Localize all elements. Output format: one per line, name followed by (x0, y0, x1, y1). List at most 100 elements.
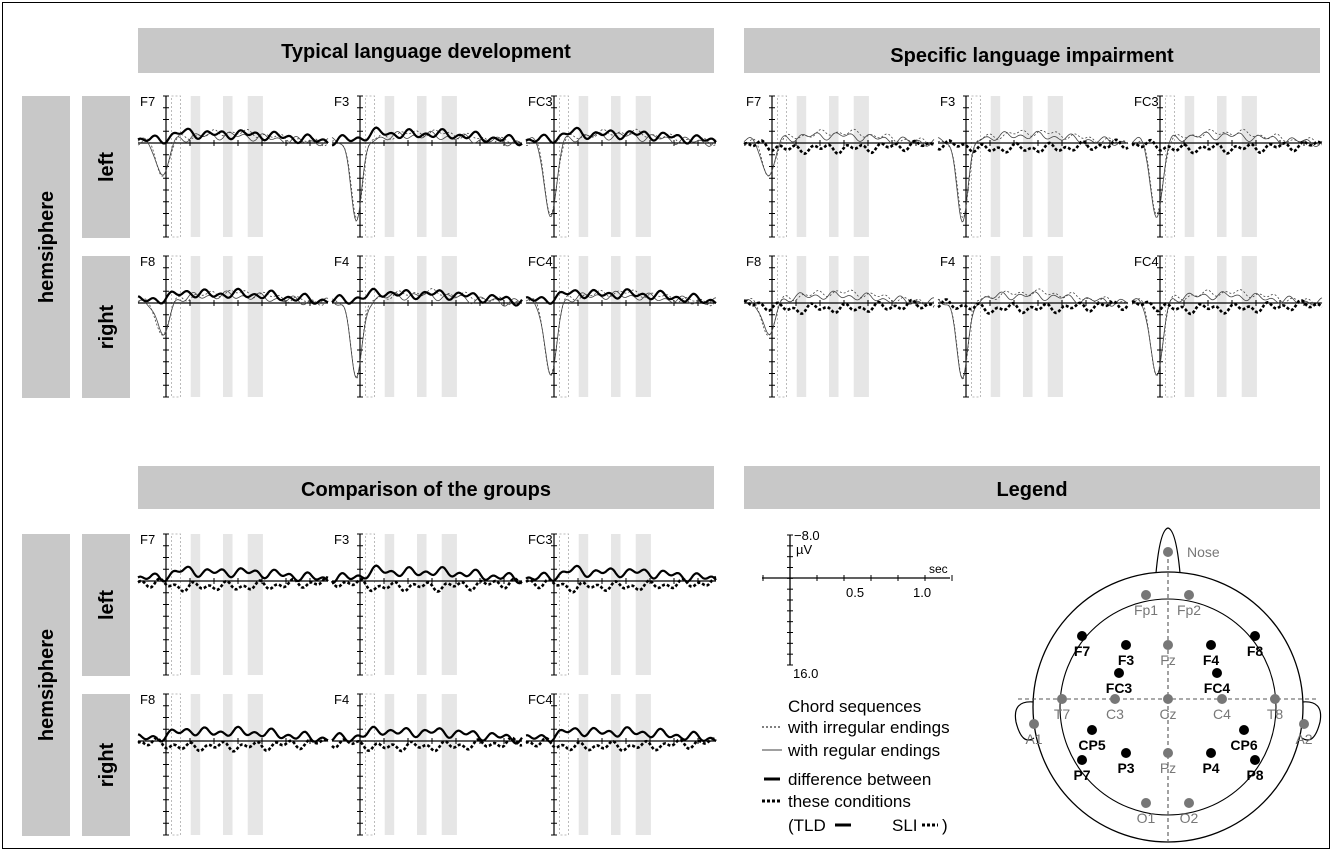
electrode-label-p4: P4 (1202, 760, 1219, 776)
wave-irregular (525, 289, 717, 375)
legend-groups-close: ) (942, 816, 948, 835)
electrode-label: F7 (140, 94, 155, 109)
early-window (1165, 255, 1175, 398)
electrode-c3 (1110, 694, 1120, 704)
time-window (247, 256, 263, 397)
electrode-label-o1: O1 (1137, 810, 1156, 826)
time-window (441, 96, 457, 237)
time-window (223, 534, 233, 675)
electrode-a1 (1029, 719, 1039, 729)
electrode-fp2 (1184, 590, 1194, 600)
wave-difference-tld (137, 725, 329, 743)
erp-cell-sli-f8: F8 (743, 254, 935, 398)
erp-cell-tld-fc3: FC3 (525, 94, 717, 238)
electrode-p7 (1077, 755, 1087, 765)
wave-regular (137, 290, 329, 336)
wave-regular (137, 131, 329, 176)
electrode-label-f4: F4 (1203, 652, 1220, 668)
wave-difference-tld (331, 126, 523, 147)
wave-difference-sli (743, 298, 935, 315)
nose-label: Nose (1187, 544, 1220, 560)
electrode-f8 (1250, 631, 1260, 641)
electrode-p4 (1206, 748, 1216, 758)
early-window (777, 95, 787, 238)
left-label-top: left (96, 152, 118, 182)
time-window (1241, 96, 1257, 237)
wave-regular (937, 130, 1129, 223)
ear-right (1301, 701, 1322, 741)
wave-difference-tld (525, 126, 717, 145)
axis-key-xunit: sec (929, 562, 948, 576)
electrode-label: F4 (334, 692, 349, 707)
wave-regular (1131, 291, 1323, 376)
time-window (190, 694, 201, 835)
wave-difference-tld (331, 287, 523, 307)
erp-cell-cmp-f3: F3 (330, 532, 523, 676)
wave-difference-sli (137, 736, 329, 753)
erp-cell-sli-fc3: FC3 (1131, 94, 1323, 238)
early-window (559, 533, 569, 676)
erp-cell-cmp-f7: F7 (137, 532, 329, 676)
erp-cell-sli-f3: F3 (937, 94, 1129, 238)
electrode-t7 (1057, 694, 1067, 704)
time-window (190, 96, 201, 237)
time-window (611, 96, 621, 237)
wave-irregular (1131, 289, 1323, 376)
electrode-label: FC3 (528, 532, 553, 547)
wave-regular (1131, 131, 1323, 218)
early-window (559, 95, 569, 238)
header-tld-title: Typical language development (281, 41, 571, 63)
electrode-label-fp1: Fp1 (1134, 602, 1158, 618)
hemisphere-label-bottom: hemsiphere (36, 629, 58, 741)
time-window (1184, 256, 1195, 397)
nose-electrode (1163, 547, 1173, 557)
time-window (384, 96, 395, 237)
electrode-label-fp2: Fp2 (1177, 602, 1201, 618)
time-window (441, 694, 457, 835)
axis-key-yunit: µV (796, 542, 812, 557)
early-window (971, 255, 981, 398)
erp-cell-tld-f8: F8 (137, 254, 329, 398)
wave-regular (525, 132, 717, 218)
wave-difference-sli (525, 736, 717, 753)
time-window (611, 694, 621, 835)
wave-difference-sli (937, 138, 1129, 154)
wave-difference-sli (1131, 298, 1323, 316)
wave-difference-sli (137, 576, 329, 593)
electrode-p3 (1121, 748, 1131, 758)
axis-key-x2: 1.0 (913, 585, 931, 600)
electrode-fp1 (1141, 590, 1151, 600)
time-window (829, 256, 839, 397)
time-window (990, 256, 1001, 397)
time-window (1184, 96, 1195, 237)
wave-difference-tld (525, 726, 717, 743)
time-window (190, 256, 201, 397)
right-label-bottom: right (96, 742, 118, 787)
time-window (417, 694, 427, 835)
wave-irregular (331, 129, 523, 220)
electrode-label-p3: P3 (1117, 760, 1134, 776)
time-window (223, 256, 233, 397)
legend-irregular: with irregular endings (787, 718, 950, 737)
early-window (777, 255, 787, 398)
wave-irregular (743, 128, 935, 177)
time-window (384, 694, 395, 835)
ear-left (1014, 701, 1035, 741)
time-window (223, 694, 233, 835)
side-hemisphere-bottom: hemsiphere (22, 534, 70, 836)
time-window (223, 96, 233, 237)
legend-text: Chord sequences with irregular endings w… (762, 697, 950, 835)
electrode-label-c3: C3 (1106, 706, 1124, 722)
electrode-head-map: Fp1 Fp2 Fz T7 C3 Cz C4 T8 A1 A2 Pz O1 O2 F7 F3 F4 F8 FC3 F… (1014, 527, 1322, 843)
early-window (971, 95, 981, 238)
electrode-label-a1: A1 (1025, 731, 1042, 747)
time-window (384, 256, 395, 397)
electrode-fc4 (1212, 668, 1222, 678)
early-window (171, 693, 181, 836)
early-window (365, 533, 375, 676)
electrode-label: F8 (140, 254, 155, 269)
electrode-label: F3 (940, 94, 955, 109)
electrode-label: FC3 (1134, 94, 1159, 109)
time-window (417, 96, 427, 237)
